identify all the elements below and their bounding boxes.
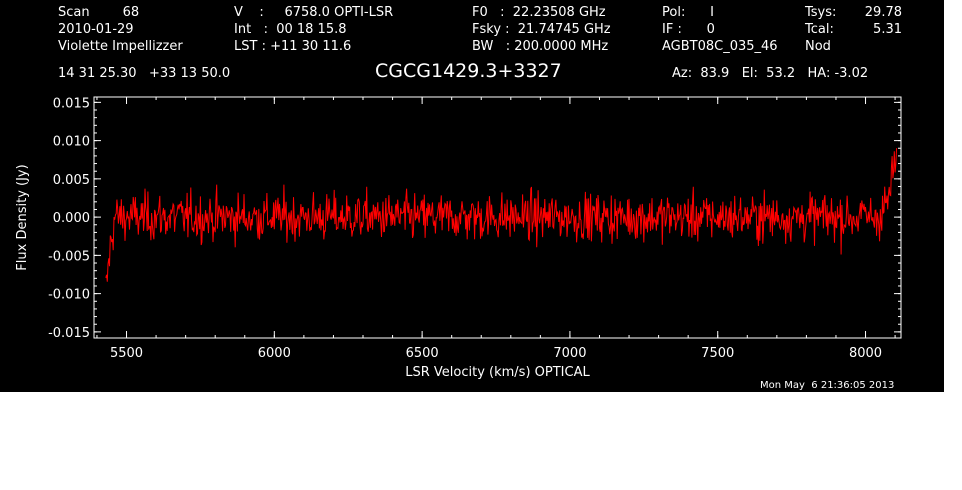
y-tick-label: 0.005: [53, 173, 90, 188]
x-tick-label: 8000: [849, 346, 882, 361]
bandwidth-label: BW : 200.0000 MHz: [472, 39, 609, 54]
x-tick-label: 7000: [553, 346, 586, 361]
y-tick-label: -0.010: [48, 288, 90, 303]
x-tick-label: 7500: [701, 346, 734, 361]
tsys-value: 29.78: [864, 5, 902, 20]
tcal-label: Tcal:: [805, 22, 834, 37]
project-label: AGBT08C_035_46: [662, 39, 778, 54]
y-axis-label: Flux Density (Jy): [15, 164, 30, 270]
y-tick-label: 0.010: [53, 135, 90, 150]
coordinates-label: 14 31 25.30 +33 13 50.0: [58, 66, 231, 81]
f0-label: F0 : 22.23508 GHz: [472, 5, 606, 20]
fsky-label: Fsky : 21.74745 GHz: [472, 22, 611, 37]
tsys-label: Tsys:: [805, 5, 837, 20]
y-tick-label: -0.005: [48, 249, 90, 264]
spectrum-line: [105, 148, 898, 282]
x-tick-label: 5500: [110, 346, 143, 361]
if-label: IF : 0: [662, 22, 715, 37]
spectrum-plot: -0.015 -0.010 -0.005 0.000 0.005 0.010 0.015 55…: [15, 96, 902, 380]
source-title: CGCG1429.3+3327: [375, 60, 562, 82]
pol-label: Pol: I: [662, 5, 714, 20]
lst-label: LST : +11 30 11.6: [234, 39, 352, 54]
x-tick-label: 6500: [406, 346, 439, 361]
velocity-label: V : 6758.0 OPTI-LSR: [234, 5, 394, 20]
timestamp-label: Mon May 6 21:36:05 2013: [760, 380, 895, 391]
az-el-ha-label: Az: 83.9 El: 53.2 HA: -3.02: [672, 66, 869, 81]
x-tick-label: 6000: [258, 346, 291, 361]
y-tick-label: 0.000: [53, 211, 90, 226]
x-axis-label: LSR Velocity (km/s) OPTICAL: [405, 365, 590, 380]
y-tick-label: 0.015: [53, 96, 90, 111]
y-tick-label: -0.015: [48, 326, 90, 341]
date-label: 2010-01-29: [58, 22, 134, 37]
integration-label: Int : 00 18 15.8: [234, 22, 347, 37]
tcal-value: 5.31: [873, 22, 902, 37]
observer-label: Violette Impellizzer: [58, 39, 183, 54]
nod-label: Nod: [805, 39, 831, 54]
scan-label: Scan 68: [58, 5, 140, 20]
plot-canvas: [0, 0, 944, 392]
